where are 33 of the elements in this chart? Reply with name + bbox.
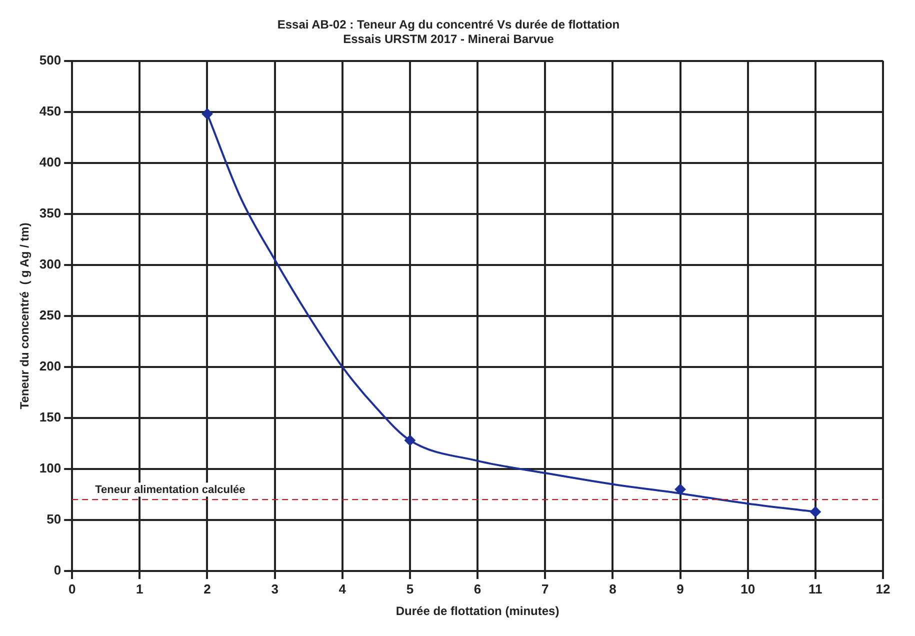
chart-title: Essai AB-02 : Teneur Ag du concentré Vs durée de flottation [277, 18, 620, 32]
y-tick-label: 50 [46, 512, 62, 527]
x-tick-label: 8 [609, 581, 616, 596]
y-axis-title: Teneur du concentré ( g Ag / tm) [18, 222, 32, 410]
x-tick-label: 4 [338, 581, 347, 596]
y-tick-label: 500 [39, 52, 62, 68]
y-tick-label: 300 [39, 256, 62, 272]
ref-line-label: Teneur alimentation calculée [95, 484, 246, 496]
y-tick-label: 350 [39, 205, 62, 220]
x-tick-label: 6 [474, 581, 482, 596]
y-tick-label: 200 [39, 358, 62, 374]
point [810, 506, 821, 518]
x-tick-label: 0 [68, 581, 76, 596]
x-axis-title: Durée de flottation (minutes) [396, 604, 560, 618]
x-tick-label: 2 [204, 581, 211, 596]
x-tick-label: 5 [406, 581, 414, 596]
x-tick-label: 9 [676, 581, 684, 596]
x-tick-label: 10 [740, 581, 756, 596]
y-tick-label: 250 [39, 307, 62, 322]
point [674, 484, 686, 495]
y-tick-label: 450 [39, 103, 62, 118]
y-tick-label: 150 [39, 410, 62, 425]
y-tick-label: 0 [54, 562, 62, 578]
chart-subtitle: Essais URSTM 2017 - Minerai Barvue [343, 32, 554, 46]
x-tick-label: 11 [808, 581, 822, 596]
point [404, 434, 416, 446]
x-tick-label: 12 [876, 581, 890, 596]
x-tick-label: 1 [136, 581, 144, 596]
y-tick-label: 400 [39, 154, 62, 170]
point [202, 108, 213, 120]
x-tick-label: 7 [542, 581, 549, 596]
y-tick-label: 100 [39, 460, 62, 476]
x-tick-label: 3 [271, 581, 278, 596]
